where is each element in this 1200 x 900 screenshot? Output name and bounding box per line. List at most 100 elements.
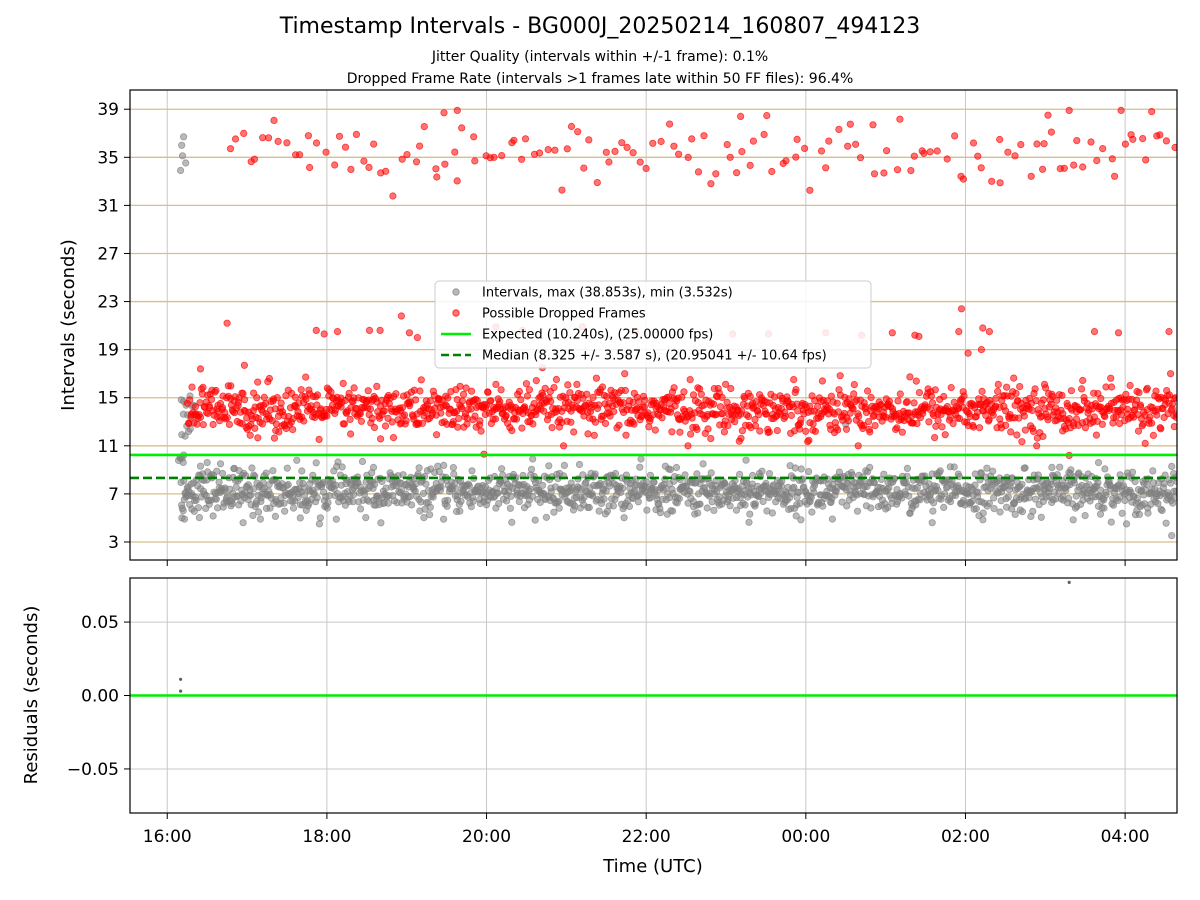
data-point [492,380,500,388]
data-point [203,458,211,467]
data-point [471,157,479,165]
intervals-y-axis-label: Intervals (seconds) [58,239,79,411]
data-point [1108,383,1116,391]
data-point [178,152,187,160]
data-point [838,498,846,506]
data-point [507,492,515,500]
data-point [746,510,754,518]
data-point [792,385,800,394]
data-point [634,498,642,506]
data-point [1081,511,1089,520]
data-point [412,158,421,166]
data-point [225,420,233,428]
data-point [903,464,912,472]
data-point [302,395,310,403]
data-point [621,386,630,395]
data-point [216,460,225,468]
data-point [929,499,938,507]
data-point [818,377,827,385]
data-point [907,167,915,175]
data-point [1065,414,1073,423]
data-point [296,514,304,522]
data-point [567,418,575,426]
data-point [182,159,190,167]
data-point [468,467,476,475]
res-y-tick-label-0: 0.05 [81,613,119,633]
data-point [573,380,581,388]
data-point [1013,431,1021,439]
data-point [955,327,963,336]
data-point [926,148,934,156]
data-point [592,374,601,382]
data-point [697,390,705,398]
data-point [870,170,879,178]
data-point [547,397,555,406]
data-point [759,497,767,506]
data-point [1132,396,1141,404]
data-point [449,417,457,426]
data-point [315,520,323,528]
data-point [611,469,620,478]
data-point [417,376,425,384]
data-point [934,486,942,494]
data-point [591,418,600,426]
data-point [458,397,466,405]
data-point [465,481,473,490]
data-point [365,163,373,171]
data-point [808,508,816,516]
data-point [583,390,591,398]
data-point [955,414,964,423]
data-point [637,455,645,463]
data-point [595,401,603,409]
data-point [1029,507,1037,515]
data-point [928,519,936,527]
data-point [335,132,344,140]
data-point [880,470,888,478]
data-point [1048,463,1056,471]
data-point [978,387,986,395]
data-point [1039,432,1047,440]
data-point [284,480,292,489]
data-point [1018,508,1027,516]
data-point [1141,439,1149,447]
data-point [437,409,445,417]
data-point [726,153,734,161]
data-point [1073,137,1081,145]
data-point [1149,467,1157,475]
data-point [1156,131,1164,139]
data-point [402,417,410,425]
data-point [1168,462,1176,470]
data-point [636,158,644,166]
data-point [949,419,957,428]
data-point [548,423,556,432]
data-point [266,504,274,512]
data-point [258,420,266,428]
data-point [825,137,833,145]
data-point [968,497,976,505]
data-point [751,422,760,430]
data-point [723,141,731,149]
chart-subtitle-dropped: Dropped Frame Rate (intervals >1 frames … [346,71,854,87]
data-point [977,164,985,172]
data-point [1117,411,1126,419]
data-point [588,492,597,500]
data-point [811,427,820,435]
data-point [1135,388,1143,397]
data-point [529,420,537,428]
data-point [1143,384,1151,392]
data-point [313,391,322,399]
data-point [459,390,468,398]
data-point [1136,401,1145,409]
data-point [1021,426,1030,434]
y-tick-label-27: 27 [97,244,119,264]
data-point [570,428,578,436]
data-point [302,373,310,381]
legend-box [434,280,872,369]
data-point [737,434,745,442]
data-point [762,479,770,487]
data-point [526,485,534,493]
data-point [345,389,353,397]
legend: Intervals, max (38.853s), min (3.532s) Po… [434,280,872,369]
data-point [1139,420,1147,428]
data-point [651,426,659,434]
